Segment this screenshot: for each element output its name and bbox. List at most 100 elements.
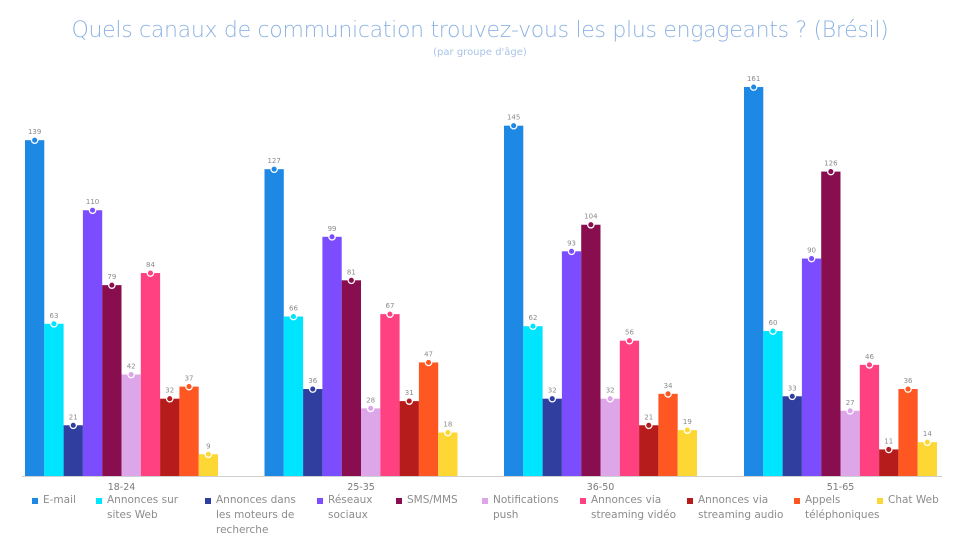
data-label: 56 xyxy=(625,329,634,337)
bar xyxy=(801,258,822,476)
bar-marker xyxy=(405,397,414,405)
legend-item[interactable]: Annonces via streaming vidéo xyxy=(580,493,680,523)
data-label: 127 xyxy=(267,157,280,165)
bar xyxy=(840,410,860,476)
bar xyxy=(380,314,400,476)
bar xyxy=(399,401,419,476)
data-label: 31 xyxy=(405,389,414,397)
x-tick-label: 36-50 xyxy=(587,482,615,493)
data-label: 34 xyxy=(664,382,673,390)
legend-item[interactable]: Chat Web xyxy=(877,493,947,508)
bar xyxy=(639,425,659,476)
bar xyxy=(782,396,802,476)
legend-label: E-mail xyxy=(43,494,76,506)
bar xyxy=(25,140,45,476)
data-label: 90 xyxy=(807,247,816,255)
bar-marker xyxy=(884,445,893,454)
bar-marker xyxy=(644,421,653,430)
chart-title: Quels canaux de communication trouvez-vo… xyxy=(71,18,889,43)
data-label: 62 xyxy=(528,314,537,322)
bar-marker xyxy=(749,83,758,91)
bar xyxy=(63,425,83,476)
data-label: 21 xyxy=(69,413,78,421)
bar xyxy=(179,386,199,476)
data-label: 32 xyxy=(548,387,557,395)
bar xyxy=(361,408,381,476)
bar xyxy=(418,362,439,476)
legend-item[interactable]: Notifications push xyxy=(482,493,572,523)
bar-marker xyxy=(308,385,317,393)
bar xyxy=(898,389,918,476)
data-label: 11 xyxy=(884,437,893,445)
bar xyxy=(744,87,764,477)
data-label: 37 xyxy=(185,375,194,383)
legend-item[interactable]: Annonces via streaming audio xyxy=(687,493,787,523)
bar xyxy=(619,340,640,476)
x-tick-label: 25-35 xyxy=(347,482,375,493)
data-label: 36 xyxy=(904,377,913,385)
legend-item[interactable]: E-mail xyxy=(32,493,92,508)
bar xyxy=(581,224,601,476)
bar-marker xyxy=(606,394,615,403)
bar-marker xyxy=(270,165,278,174)
legend-swatch xyxy=(396,498,402,504)
bar xyxy=(121,374,141,476)
data-label: 84 xyxy=(146,261,155,269)
bar-marker xyxy=(769,327,777,335)
data-label: 42 xyxy=(127,363,136,371)
bar-marker xyxy=(625,336,634,345)
bar xyxy=(82,210,103,477)
bar-marker xyxy=(567,247,576,256)
data-label: 32 xyxy=(606,387,615,395)
bar-marker xyxy=(165,394,174,403)
data-label: 139 xyxy=(28,128,41,136)
data-label: 104 xyxy=(584,213,598,221)
data-label: 28 xyxy=(366,396,375,404)
bar-marker xyxy=(185,382,193,391)
bar-marker xyxy=(146,269,155,277)
legend-label: Annonces via streaming audio xyxy=(698,494,784,521)
legend-swatch xyxy=(794,498,800,504)
legend-swatch xyxy=(96,498,102,504)
bar xyxy=(303,389,323,476)
legend-label: Réseaux sociaux xyxy=(328,494,373,521)
data-label: 81 xyxy=(347,268,356,276)
bar-group: 127 66 36 99 81 28 67 31 47 18 25-35 xyxy=(264,157,458,493)
legend-swatch xyxy=(482,498,488,504)
data-label: 145 xyxy=(507,114,520,122)
legend-item[interactable]: Réseaux sociaux xyxy=(317,493,387,523)
bar-marker xyxy=(826,167,835,176)
data-label: 79 xyxy=(107,273,116,281)
legend-item[interactable]: Appels téléphoniques xyxy=(794,493,880,523)
bar xyxy=(322,236,342,476)
bar-group: 145 62 32 93 104 32 56 21 34 19 36-50 xyxy=(504,114,697,493)
bar xyxy=(879,449,899,476)
bar-marker xyxy=(923,438,932,447)
legend-label: Annonces dans les moteurs de recherche xyxy=(216,494,296,536)
data-label: 47 xyxy=(424,350,433,358)
data-label: 161 xyxy=(747,75,760,83)
data-label: 9 xyxy=(206,442,210,450)
bar xyxy=(438,432,458,476)
bar-group: 161 60 33 90 126 27 46 11 36 14 51-65 xyxy=(744,75,937,493)
bar xyxy=(561,251,582,476)
bar xyxy=(763,331,783,476)
x-tick-label: 18-24 xyxy=(108,482,136,493)
legend-item[interactable]: Annonces sur sites Web xyxy=(96,493,196,523)
legend-item[interactable]: SMS/MMS xyxy=(396,493,476,508)
bar xyxy=(859,364,880,476)
chart-subtitle: (par groupe d'âge) xyxy=(433,47,527,58)
bar xyxy=(658,393,678,476)
bar-group: 139 63 21 110 79 42 84 32 37 9 18-24 xyxy=(25,128,218,493)
bar-marker xyxy=(683,426,692,434)
bar xyxy=(283,316,304,476)
legend-label: Annonces sur sites Web xyxy=(107,494,179,521)
bar-marker xyxy=(443,428,452,437)
data-label: 18 xyxy=(443,421,452,429)
bar-marker xyxy=(204,450,213,459)
data-label: 14 xyxy=(923,430,932,438)
bar-marker xyxy=(50,319,58,328)
data-label: 33 xyxy=(788,384,797,392)
legend-item[interactable]: Annonces dans les moteurs de recherche xyxy=(205,493,310,538)
